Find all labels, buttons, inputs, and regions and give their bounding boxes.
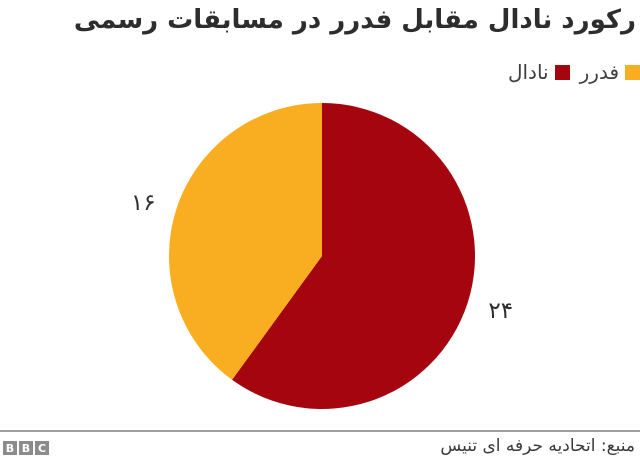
pie-slice-nadal (232, 103, 476, 409)
footer-divider (0, 430, 640, 432)
legend-swatch-federer-icon (625, 64, 640, 80)
legend-item-federer: فدرر (580, 60, 640, 84)
pie-value-label-federer: ۱۶ (131, 190, 156, 216)
legend-label-federer: فدرر (579, 60, 619, 84)
bbc-logo-block: B (3, 441, 17, 455)
chart-title: رکورد نادال مقابل فدرر در مسابقات رسمی (73, 5, 636, 35)
bbc-logo: B B C (3, 441, 49, 455)
source-text: منبع: اتحادیه حرفه ای تنیس (440, 436, 635, 456)
legend-label-nadal: نادال (507, 60, 549, 84)
legend: فدرر نادال (508, 60, 640, 84)
pie-value-label-nadal: ۲۴ (488, 298, 513, 324)
legend-swatch-nadal-icon (554, 64, 570, 80)
bbc-logo-block: B (19, 441, 33, 455)
bbc-logo-block: C (35, 441, 49, 455)
legend-item-nadal: نادال (508, 60, 570, 84)
pie-slice-federer (169, 103, 322, 380)
